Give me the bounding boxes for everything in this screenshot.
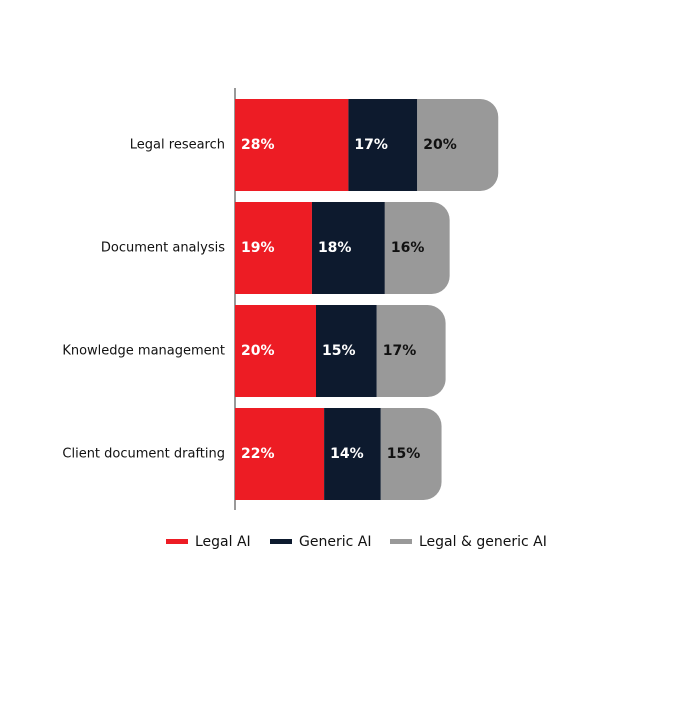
- bar-segment: [324, 408, 381, 500]
- category-label: Legal research: [130, 138, 225, 153]
- value-label: 19%: [241, 240, 275, 256]
- value-label: 15%: [387, 446, 421, 462]
- bar-segment: [235, 408, 325, 500]
- legend-swatch: [270, 539, 292, 544]
- value-label: 15%: [322, 343, 356, 359]
- legend-label: Legal & generic AI: [419, 534, 547, 550]
- value-label: 18%: [318, 240, 352, 256]
- bar-segment: [235, 305, 316, 397]
- category-label: Knowledge management: [62, 344, 225, 359]
- value-label: 16%: [391, 240, 425, 256]
- bar-segment: [316, 305, 377, 397]
- legend-label: Generic AI: [299, 534, 371, 550]
- bar-segment: [417, 99, 499, 191]
- value-label: 28%: [241, 137, 275, 153]
- bar-segment: [348, 99, 418, 191]
- value-label: 17%: [383, 343, 417, 359]
- category-label: Client document drafting: [62, 447, 225, 462]
- value-label: 20%: [423, 137, 457, 153]
- category-label: Document analysis: [101, 241, 225, 256]
- value-label: 14%: [330, 446, 364, 462]
- legend-label: Legal AI: [195, 534, 251, 550]
- value-label: 17%: [354, 137, 388, 153]
- value-label: 22%: [241, 446, 275, 462]
- bar-segment: [311, 202, 385, 294]
- legend-swatch: [166, 539, 188, 544]
- bar-segment: [376, 305, 446, 397]
- bar-segment: [235, 99, 349, 191]
- bar-segment: [380, 408, 442, 500]
- legend-swatch: [390, 539, 412, 544]
- value-label: 20%: [241, 343, 275, 359]
- bar-segment: [384, 202, 450, 294]
- bar-segment: [235, 202, 312, 294]
